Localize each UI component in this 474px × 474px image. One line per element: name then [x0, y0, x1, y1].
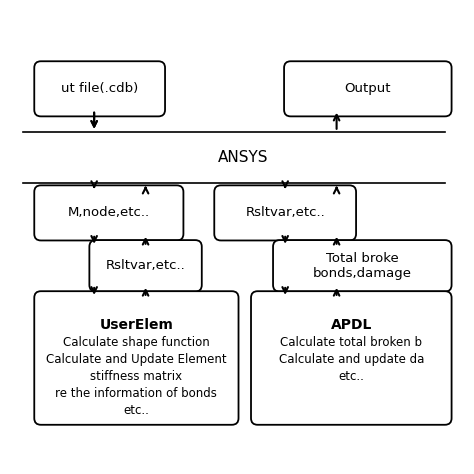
Text: ANSYS: ANSYS: [218, 150, 268, 165]
FancyBboxPatch shape: [90, 240, 202, 292]
Text: ut file(.cdb): ut file(.cdb): [61, 82, 138, 95]
Text: UserElem: UserElem: [100, 318, 173, 332]
FancyBboxPatch shape: [34, 291, 238, 425]
Text: Calculate shape function
Calculate and Update Element
stiffness matrix
re the in: Calculate shape function Calculate and U…: [46, 336, 227, 417]
FancyBboxPatch shape: [284, 61, 452, 117]
FancyBboxPatch shape: [273, 240, 452, 292]
FancyBboxPatch shape: [214, 185, 356, 240]
Text: Output: Output: [345, 82, 391, 95]
FancyBboxPatch shape: [251, 291, 452, 425]
FancyBboxPatch shape: [34, 185, 183, 240]
FancyBboxPatch shape: [34, 61, 165, 117]
Text: APDL: APDL: [330, 318, 372, 332]
Text: Rsltvar,etc..: Rsltvar,etc..: [246, 206, 325, 219]
Text: Total broke
bonds,damage: Total broke bonds,damage: [313, 252, 412, 280]
Text: Calculate total broken b
Calculate and update da
etc..: Calculate total broken b Calculate and u…: [279, 336, 424, 383]
Text: Rsltvar,etc..: Rsltvar,etc..: [106, 259, 185, 273]
Text: M,node,etc..: M,node,etc..: [68, 206, 150, 219]
